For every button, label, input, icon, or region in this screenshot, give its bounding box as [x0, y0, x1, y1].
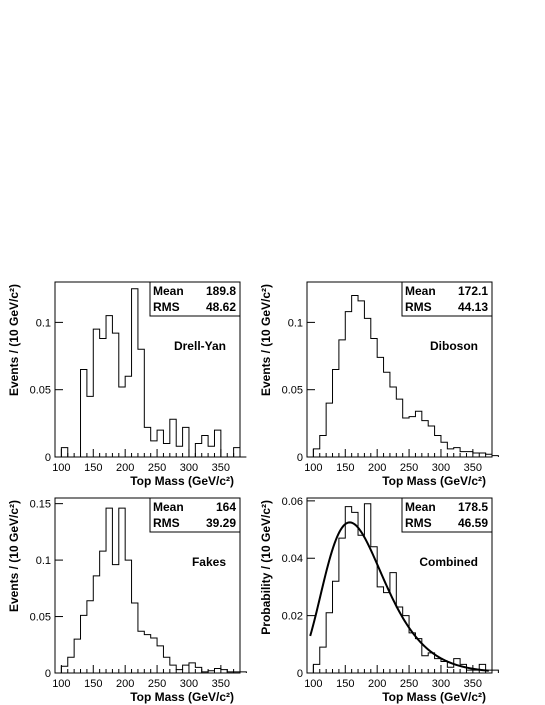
x-tick-label: 250 — [400, 462, 418, 474]
y-axis-label: Events / (10 GeV/c²) — [7, 284, 21, 396]
stats-mean-value: 164 — [216, 500, 236, 514]
x-tick-label: 350 — [464, 678, 482, 690]
y-tick-label: 0.05 — [30, 612, 51, 624]
histogram-series — [55, 507, 247, 674]
y-tick-label: 0 — [297, 452, 303, 464]
stats-mean-label: Mean — [153, 500, 184, 514]
stats-mean-value: 178.5 — [458, 500, 488, 514]
x-axis-label: Top Mass (GeV/c²) — [130, 474, 234, 488]
y-axis-label: Events / (10 GeV/c²) — [259, 284, 273, 396]
chart-panel-0: 100 150 200 250 300 350 0 0.05 0.1 Top Mass (GeV/… — [7, 281, 247, 488]
y-tick-label: 0.15 — [30, 499, 51, 511]
stats-mean-label: Mean — [405, 500, 436, 514]
x-tick-label: 150 — [336, 678, 354, 690]
stats-mean-label: Mean — [405, 284, 436, 298]
y-tick-label: 0.05 — [30, 385, 51, 397]
y-tick-label: 0.02 — [282, 611, 303, 623]
y-tick-label: 0.1 — [36, 555, 51, 567]
x-tick-label: 300 — [432, 462, 450, 474]
series-label: Diboson — [430, 339, 478, 353]
series-label: Combined — [419, 555, 478, 569]
stats-rms-label: RMS — [153, 516, 180, 530]
chart-panel-2: 100 150 200 250 300 350 0 0.05 0.1 0.15 Top Mass (… — [7, 497, 247, 704]
stats-box — [401, 497, 493, 533]
y-tick-label: 0.06 — [282, 496, 303, 508]
x-tick-label: 250 — [148, 462, 166, 474]
x-tick-label: 200 — [116, 678, 134, 690]
stats-rms-label: RMS — [405, 300, 432, 314]
histogram-series — [307, 294, 499, 458]
x-tick-label: 300 — [432, 678, 450, 690]
x-tick-label: 250 — [400, 678, 418, 690]
x-tick-label: 350 — [212, 462, 230, 474]
x-tick-label: 200 — [368, 678, 386, 690]
stats-rms-value: 46.59 — [458, 516, 488, 530]
y-tick-label: 0.1 — [36, 317, 51, 329]
stats-box — [401, 281, 493, 317]
series-label: Fakes — [192, 555, 226, 569]
y-tick-label: 0.05 — [282, 385, 303, 397]
stats-box — [149, 281, 241, 317]
x-axis-label: Top Mass (GeV/c²) — [130, 690, 234, 704]
stats-rms-value: 48.62 — [206, 300, 236, 314]
x-tick-label: 100 — [52, 678, 70, 690]
x-tick-label: 250 — [148, 678, 166, 690]
y-tick-label: 0 — [45, 668, 51, 680]
y-tick-label: 0.1 — [288, 317, 303, 329]
y-axis-label: Probability / (10 GeV/c²) — [259, 500, 273, 635]
plot-frame — [54, 281, 241, 458]
x-tick-label: 350 — [212, 678, 230, 690]
stats-mean-value: 189.8 — [206, 284, 236, 298]
x-tick-label: 200 — [116, 462, 134, 474]
stats-mean-value: 172.1 — [458, 284, 488, 298]
stats-box — [149, 497, 241, 533]
stats-rms-label: RMS — [405, 516, 432, 530]
series-label: Drell-Yan — [174, 339, 226, 353]
chart-panel-1: 100 150 200 250 300 350 0 0.05 0.1 Top Mass (GeV/… — [259, 281, 499, 488]
stats-rms-value: 44.13 — [458, 300, 488, 314]
histogram-series — [307, 503, 499, 674]
x-axis-label: Top Mass (GeV/c²) — [382, 690, 486, 704]
stats-mean-label: Mean — [153, 284, 184, 298]
y-tick-label: 0.04 — [282, 553, 303, 565]
x-tick-label: 150 — [84, 462, 102, 474]
x-tick-label: 300 — [180, 678, 198, 690]
x-tick-label: 150 — [336, 462, 354, 474]
stats-rms-label: RMS — [153, 300, 180, 314]
x-tick-label: 150 — [84, 678, 102, 690]
y-axis-label: Events / (10 GeV/c²) — [7, 500, 21, 612]
x-tick-label: 350 — [464, 462, 482, 474]
plot-frame — [54, 497, 241, 674]
x-tick-label: 300 — [180, 462, 198, 474]
plot-frame — [306, 497, 493, 674]
histogram-series — [55, 288, 247, 458]
x-tick-label: 100 — [304, 462, 322, 474]
fit-curve — [309, 521, 489, 672]
y-tick-label: 0 — [297, 668, 303, 680]
x-tick-label: 100 — [304, 678, 322, 690]
x-tick-label: 100 — [52, 462, 70, 474]
x-tick-label: 200 — [368, 462, 386, 474]
y-tick-label: 0 — [45, 452, 51, 464]
x-axis-label: Top Mass (GeV/c²) — [382, 474, 486, 488]
chart-panel-3: 100 150 200 250 300 350 0 0.02 0.04 0.06 Top Mass … — [259, 496, 499, 704]
plot-frame — [306, 281, 493, 458]
stats-rms-value: 39.29 — [206, 516, 236, 530]
